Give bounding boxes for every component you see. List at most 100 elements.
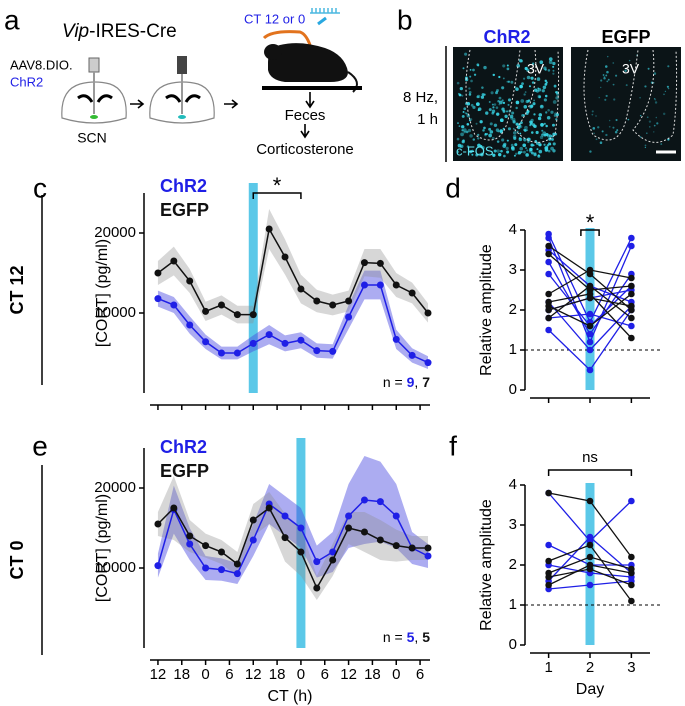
dot [553,84,557,88]
dot [552,100,557,104]
column-label: ChR2 [483,27,530,47]
dot [624,69,627,73]
data-point [154,562,162,570]
error-band [157,456,429,584]
dot [500,149,503,153]
dot [536,148,539,151]
data-point [628,581,635,589]
mouse-line-italic: Vip [62,21,89,42]
dot [477,143,481,148]
dot [644,85,647,88]
dot [555,91,558,94]
data-point [186,321,194,329]
arrow [130,99,145,109]
series-line [157,226,429,316]
data-point [345,512,353,520]
measure: Corticosterone [256,141,354,158]
dot [615,74,618,77]
y-axis-title: Relative amplitude [478,499,495,631]
dot [538,113,543,117]
dot [499,100,503,105]
dot [523,105,528,109]
dot [607,55,609,58]
data-point [586,294,594,302]
dot [544,94,548,98]
dot [469,134,473,138]
data-point [628,234,635,242]
dot [535,130,539,135]
dot [599,141,603,144]
dot [461,125,465,129]
dot [502,144,507,148]
x-tick-label: 2 [586,659,594,676]
dot [595,115,597,117]
dot [547,69,551,72]
arrow [224,99,239,109]
dot [506,64,509,67]
dot [515,87,519,91]
data-point [586,310,594,318]
outline [465,49,560,143]
dot [476,95,480,99]
data-point [233,560,241,568]
dot [490,91,494,95]
dot [498,75,501,79]
dot [646,132,648,134]
dot [523,93,526,96]
data-point [249,339,257,347]
dot [552,65,555,68]
dot [592,127,596,130]
data-point [360,528,368,536]
dot [470,103,474,107]
data-point [586,346,594,354]
dot [551,137,554,141]
dot [519,125,523,129]
data-point [170,301,178,309]
data-point [392,542,400,550]
stimulus: CT 12 or 0 [244,11,305,26]
dot [653,72,657,75]
data-point [628,274,635,282]
y-tick-label: 3 [509,516,517,533]
dot [662,112,666,116]
y-tick-label: 3 [509,261,517,278]
data-point [329,347,337,355]
data-point [586,497,594,505]
data-point [202,307,210,315]
dot [485,111,489,115]
data-point [545,270,552,278]
dot [653,131,655,133]
data-point [313,584,321,592]
dot [506,80,509,83]
sample: Feces [285,107,326,124]
sample-size: n = 5, 5 [383,629,430,645]
dot [666,85,669,88]
x-tick-label: 0 [201,666,209,683]
dot [504,114,508,118]
dot [552,69,555,72]
dot [469,68,472,71]
dot [491,109,496,113]
dot [524,91,527,93]
dot [462,110,465,113]
x-tick-label: 12 [245,666,262,683]
stim-bar [296,438,306,648]
dot [539,135,544,140]
dot [510,143,514,147]
dot [615,118,618,122]
dot [532,144,535,147]
data-point [376,259,384,267]
dot [502,101,506,105]
dot [536,77,541,81]
significance-label: * [586,210,595,235]
data-point [202,542,210,550]
dot [530,131,534,134]
y-tick-label: 0 [509,636,517,653]
data-point [408,544,416,552]
dot [600,79,603,82]
dot [517,150,522,155]
panel-label: f [449,430,457,461]
data-point [329,548,337,556]
dot [521,113,525,117]
